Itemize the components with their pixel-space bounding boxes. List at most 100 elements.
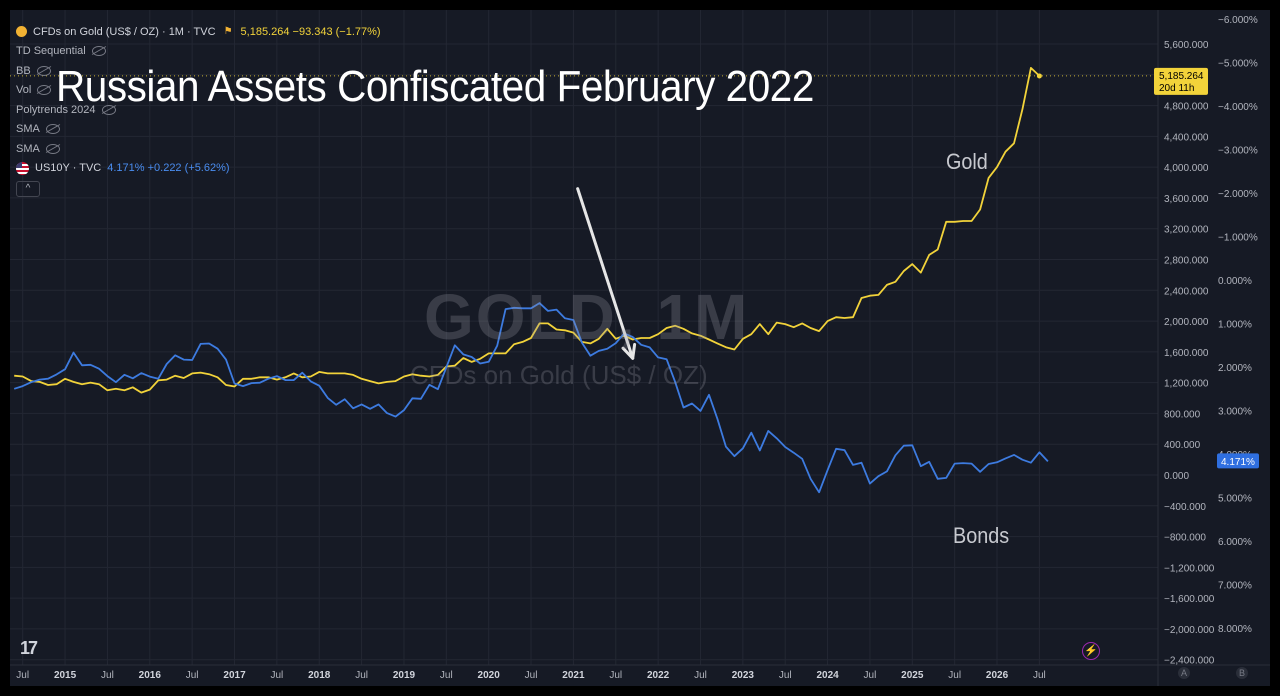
time-axis-tick-label: 2017 — [223, 670, 246, 681]
price-chart[interactable]: 5,600.000 4,800.000 4,400.000 4,000.000 3,60… — [10, 10, 1270, 686]
time-axis-tick-label: 2015 — [54, 670, 77, 681]
hidden-eye-icon[interactable] — [101, 104, 116, 115]
gold-coin-icon — [16, 26, 27, 38]
price-axis-tick-label: −2,400.000 — [1164, 656, 1215, 667]
time-axis-tick-label: 2023 — [732, 670, 755, 681]
percent-axis-tick-label: −3.000% — [1218, 146, 1258, 157]
percent-axis-tick-label: −2.000% — [1218, 189, 1258, 200]
legend-indicator[interactable]: Polytrends 2024 — [16, 100, 381, 120]
arrow-annotation-head — [621, 342, 637, 360]
gold-price-badge-bg — [1154, 67, 1208, 95]
us10y-yield-line — [13, 302, 1049, 494]
time-axis-tick-label: 2021 — [562, 670, 585, 681]
percent-axis-tick-label: −6.000% — [1218, 15, 1258, 26]
percent-axis-tick-label: 6.000% — [1218, 537, 1252, 548]
percent-axis-tick-label: 7.000% — [1218, 581, 1252, 592]
price-axis-tick-label: −400.000 — [1164, 502, 1206, 513]
time-axis-tick-label: 2026 — [986, 670, 1009, 681]
yield-badge: 4.171% — [1217, 453, 1259, 469]
percent-axis-tick-label: 1.000% — [1218, 320, 1252, 331]
price-axis-tick-label: 4,400.000 — [1164, 132, 1209, 143]
gold-price-badge-value: 5,185.264 — [1159, 71, 1204, 82]
price-axis-tick-label: −800.000 — [1164, 533, 1206, 544]
time-axis-tick-label: Jul — [1033, 670, 1046, 681]
price-axis-tick-label: −1,200.000 — [1164, 563, 1215, 574]
price-axis-tick-label: 4,000.000 — [1164, 163, 1209, 174]
lightning-icon[interactable]: ⚡ — [1082, 642, 1100, 660]
indicator-label: Vol — [16, 84, 32, 97]
time-axis-tick-label: 2019 — [393, 670, 416, 681]
time-axis-tick-label: 2020 — [478, 670, 501, 681]
time-axis-tick-label: 2022 — [647, 670, 670, 681]
time-axis-tick-label: 2025 — [901, 670, 924, 681]
gold-annotation: Gold — [946, 149, 988, 174]
price-axis-tick-label: 1,200.000 — [1164, 379, 1209, 390]
indicator-label: Polytrends 2024 — [16, 103, 96, 116]
hidden-eye-icon[interactable] — [36, 65, 51, 76]
percent-axis-tick-label: 5.000% — [1218, 494, 1252, 505]
percent-axis-tick-label: −1.000% — [1218, 233, 1258, 244]
percent-axis-tick-label: −5.000% — [1218, 59, 1258, 70]
legend-indicator[interactable]: SMA — [16, 139, 381, 159]
time-axis-tick-label: 2018 — [308, 670, 331, 681]
indicator-label: BB — [16, 64, 31, 77]
time-axis-tick-label: Jul — [609, 670, 622, 681]
main-symbol-values: 5,185.264 −93.343 (−1.77%) — [240, 25, 381, 38]
price-axis-tick-label: −1,600.000 — [1164, 594, 1215, 605]
time-axis-tick-label: Jul — [864, 670, 877, 681]
price-axis-tick-label: 5,600.000 — [1164, 40, 1209, 51]
legend-indicator[interactable]: Vol — [16, 81, 381, 101]
yield-badge-value: 4.171% — [1221, 457, 1255, 468]
price-axis-tick-label: 2,400.000 — [1164, 286, 1209, 297]
tradingview-logo[interactable]: 17 — [20, 638, 38, 658]
compare-symbol-label: US10Y · TVC — [35, 162, 102, 175]
time-axis-tick-label: Jul — [779, 670, 792, 681]
indicator-label: TD Sequential — [16, 45, 86, 58]
hidden-eye-icon[interactable] — [91, 46, 106, 57]
main-symbol-label: CFDs on Gold (US$ / OZ) · 1M · TVC — [33, 25, 216, 38]
flag-icon: ⚑ — [223, 26, 233, 38]
price-axis-tick-label: 3,200.000 — [1164, 225, 1209, 236]
symbol-watermark: GOLD, 1M — [424, 281, 750, 353]
time-axis-tick-label: Jul — [440, 670, 453, 681]
price-axis-tick-label: 4,800.000 — [1164, 102, 1209, 113]
auto-scale-button[interactable]: A — [1178, 667, 1190, 679]
time-axis-tick-label: 2024 — [816, 670, 839, 681]
percent-axis-tick-label: −4.000% — [1218, 102, 1258, 113]
legend-indicator[interactable]: TD Sequential — [16, 42, 381, 62]
percent-axis-tick-label: 8.000% — [1218, 624, 1252, 635]
gold-last-point — [1036, 73, 1042, 79]
time-axis-tick-label: Jul — [186, 670, 199, 681]
headline-annotation: Russian Assets Confiscated February 2022 — [56, 62, 814, 111]
indicator-label: SMA — [16, 142, 40, 155]
time-axis-tick-label: Jul — [694, 670, 707, 681]
price-axis-tick-label: 2,800.000 — [1164, 256, 1209, 267]
percent-axis-tick-label: 3.000% — [1218, 407, 1252, 418]
price-axis-tick-label: −2,000.000 — [1164, 625, 1215, 636]
legend-indicator[interactable]: BB — [16, 61, 381, 81]
gold-countdown-label: 20d 11h — [1159, 83, 1194, 94]
legend-compare-symbol[interactable]: US10Y · TVC 4.171% +0.222 (+5.62%) — [16, 159, 381, 179]
hidden-eye-icon[interactable] — [45, 124, 60, 135]
settings-corner-button[interactable]: B — [1236, 667, 1248, 679]
time-axis-tick-label: 2016 — [139, 670, 162, 681]
indicator-label: SMA — [16, 123, 40, 136]
time-axis-tick-label: Jul — [525, 670, 538, 681]
time-axis-tick-label: Jul — [270, 670, 283, 681]
price-axis-tick-label: 0.000 — [1164, 471, 1189, 482]
yield-badge-bg — [1217, 453, 1259, 469]
price-axis-tick-label: 1,600.000 — [1164, 348, 1209, 359]
arrow-annotation-shaft — [576, 187, 635, 360]
legend-indicator[interactable]: SMA — [16, 120, 381, 140]
hidden-eye-icon[interactable] — [45, 143, 60, 154]
symbol-description-watermark: CFDs on Gold (US$ / OZ) — [410, 360, 708, 390]
collapse-legend-button[interactable]: ^ — [16, 181, 40, 198]
bonds-annotation: Bonds — [953, 523, 1010, 548]
legend-main-symbol[interactable]: CFDs on Gold (US$ / OZ) · 1M · TVC ⚑ 5,1… — [16, 22, 381, 42]
time-axis-tick-label: Jul — [948, 670, 961, 681]
chart-legend: CFDs on Gold (US$ / OZ) · 1M · TVC ⚑ 5,1… — [16, 22, 381, 198]
time-axis-tick-label: Jul — [355, 670, 368, 681]
us-flag-icon — [16, 161, 29, 175]
hidden-eye-icon[interactable] — [37, 85, 52, 96]
